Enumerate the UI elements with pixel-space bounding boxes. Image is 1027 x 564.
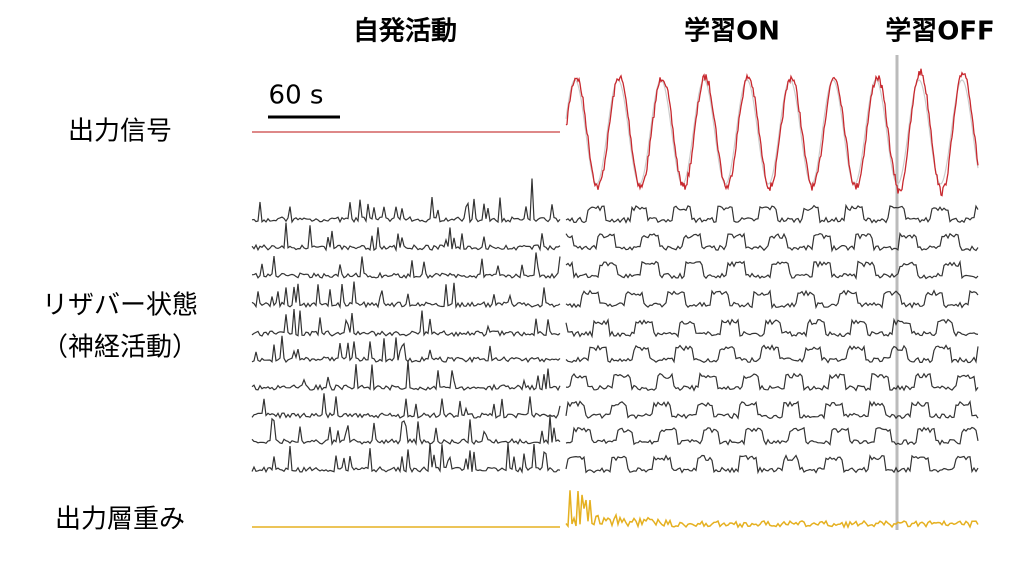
neuron-trace-learn [565, 426, 979, 446]
scale-label: 60 s [269, 81, 324, 111]
neuron-trace-spont [251, 252, 561, 280]
target-signal [565, 79, 979, 185]
neuron-trace-learn [565, 289, 979, 310]
row-label: 出力信号 [68, 117, 172, 147]
traces [251, 68, 979, 530]
neuron-trace-spont [251, 308, 561, 338]
header: 学習ON [684, 16, 780, 47]
row-label: リザバー状態 [42, 291, 198, 321]
row-label: （神経活動） [42, 333, 198, 363]
neuron-trace-spont [251, 443, 561, 474]
neuron-trace-learn [565, 203, 979, 224]
neuron-trace-spont [251, 393, 561, 420]
output-signal [565, 68, 979, 197]
neuron-trace-learn [565, 399, 979, 420]
neuron-trace-learn [565, 454, 979, 475]
neuron-trace-learn [565, 259, 979, 280]
neuron-trace-spont [251, 281, 561, 310]
neuron-trace-learn [565, 317, 979, 339]
weight-trace [565, 490, 979, 530]
neuron-trace-spont [251, 415, 561, 446]
neuron-trace-spont [251, 222, 561, 253]
header: 学習OFF [885, 16, 995, 47]
neuron-trace-learn [565, 232, 979, 253]
neuron-trace-spont [251, 178, 561, 224]
neuron-trace-spont [251, 335, 561, 364]
row-label: 出力層重み [55, 505, 185, 535]
neuron-trace-learn [565, 344, 979, 364]
neuron-trace-learn [565, 372, 979, 392]
header: 自発活動 [353, 16, 457, 47]
neuron-trace-spont [251, 360, 561, 392]
